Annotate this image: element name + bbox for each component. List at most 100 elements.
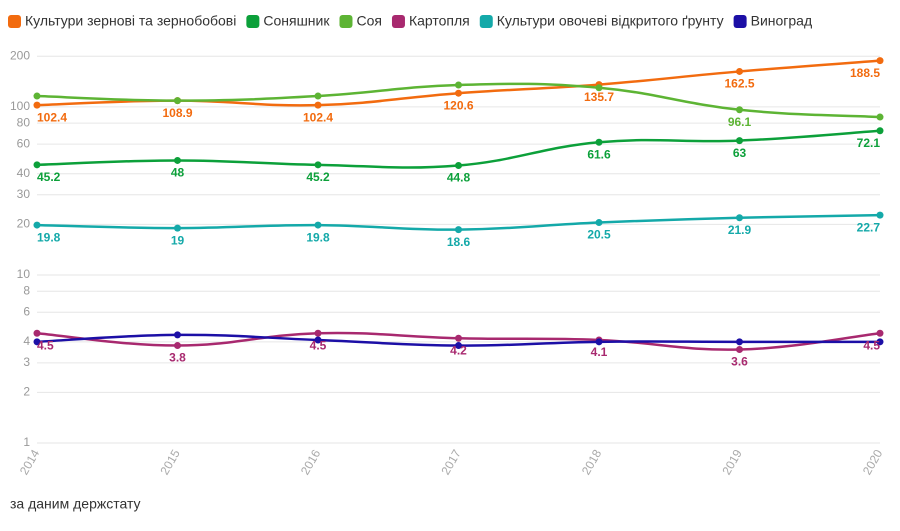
- data-point: [736, 137, 743, 145]
- data-point: [736, 346, 743, 354]
- data-point: [33, 338, 41, 346]
- data-point: [314, 221, 322, 229]
- data-point: [736, 67, 743, 75]
- data-point: [595, 138, 603, 146]
- legend-swatch: [479, 15, 493, 28]
- value-label: 102.4: [303, 110, 333, 124]
- legend-swatch: [246, 15, 260, 28]
- data-point: [174, 156, 181, 164]
- data-point: [455, 334, 462, 342]
- data-point: [876, 113, 884, 121]
- legend-swatch: [391, 15, 405, 28]
- value-label: 72.1: [857, 136, 881, 150]
- y-tick-label: 1: [23, 435, 30, 449]
- value-label: 3.6: [731, 355, 748, 369]
- x-tick-label: 2015: [157, 447, 183, 477]
- data-point: [595, 219, 603, 227]
- value-label: 4.1: [591, 345, 608, 359]
- data-point: [174, 331, 181, 339]
- data-point: [174, 97, 181, 105]
- value-label: 108.9: [162, 106, 192, 120]
- data-point: [174, 224, 181, 232]
- data-point: [595, 338, 603, 346]
- y-tick-label: 40: [17, 166, 31, 180]
- value-label: 162.5: [724, 77, 754, 91]
- value-label: 3.8: [169, 351, 186, 365]
- data-point: [876, 329, 884, 337]
- value-label: 45.2: [37, 170, 61, 184]
- legend-label: Культури овочеві відкритого ґрунту: [497, 13, 724, 29]
- y-tick-label: 8: [23, 283, 30, 297]
- data-point: [455, 161, 462, 169]
- y-tick-label: 30: [17, 187, 31, 201]
- data-point: [876, 57, 884, 65]
- data-point: [455, 81, 462, 89]
- value-label: 48: [171, 166, 185, 180]
- legend-swatch: [339, 15, 353, 28]
- data-point: [455, 342, 462, 350]
- data-point: [314, 329, 322, 337]
- data-point: [876, 127, 884, 135]
- legend-label: Виноград: [751, 13, 813, 29]
- data-point: [314, 101, 322, 109]
- data-point: [736, 338, 743, 346]
- legend-swatch: [733, 15, 747, 28]
- value-label: 19.8: [37, 230, 61, 244]
- data-point: [736, 214, 743, 222]
- value-label: 21.9: [728, 223, 752, 237]
- x-tick-label: 2018: [579, 447, 605, 477]
- legend-label: Культури зернові та зернобобові: [25, 13, 236, 29]
- value-label: 22.7: [857, 220, 881, 234]
- x-tick-label: 2014: [17, 447, 43, 477]
- data-point: [876, 338, 884, 346]
- data-point: [314, 92, 322, 100]
- y-tick-label: 3: [23, 355, 30, 369]
- y-tick-label: 80: [17, 115, 31, 129]
- y-tick-label: 200: [10, 48, 30, 62]
- value-label: 19: [171, 233, 185, 247]
- data-point: [595, 84, 603, 92]
- value-label: 44.8: [447, 171, 471, 185]
- y-tick-label: 2: [23, 385, 30, 399]
- data-point: [314, 336, 322, 344]
- y-tick-label: 6: [23, 304, 30, 318]
- y-tick-label: 20: [17, 217, 31, 231]
- y-tick-label: 4: [23, 334, 30, 348]
- data-point: [33, 329, 41, 337]
- value-label: 96.1: [728, 115, 752, 129]
- value-label: 188.5: [850, 66, 880, 80]
- value-label: 4.2: [450, 343, 467, 357]
- y-tick-label: 10: [17, 267, 31, 281]
- data-point: [876, 211, 884, 219]
- data-point: [33, 221, 41, 229]
- data-point: [33, 101, 41, 109]
- value-label: 135.7: [584, 90, 614, 104]
- value-label: 20.5: [587, 228, 611, 242]
- legend-label: Соя: [356, 13, 381, 29]
- legend-label: Соняшник: [263, 13, 330, 29]
- value-label: 63: [733, 146, 747, 160]
- legend-swatch: [8, 15, 21, 28]
- legend-label: Картопля: [409, 13, 470, 29]
- x-tick-label: 2017: [438, 447, 464, 477]
- value-label: 18.6: [447, 235, 471, 249]
- value-label: 19.8: [306, 230, 330, 244]
- data-point: [736, 106, 743, 114]
- data-point: [455, 89, 462, 97]
- value-label: 4.5: [863, 338, 880, 352]
- value-label: 4.5: [310, 338, 327, 352]
- x-tick-label: 2016: [298, 447, 324, 477]
- x-tick-label: 2020: [860, 447, 886, 477]
- data-point: [314, 161, 322, 169]
- data-point: [33, 92, 41, 100]
- value-label: 102.4: [37, 110, 67, 124]
- value-label: 4.5: [37, 338, 54, 352]
- y-tick-label: 60: [17, 136, 31, 150]
- data-point: [174, 342, 181, 350]
- data-point: [33, 161, 41, 169]
- data-point: [455, 226, 462, 234]
- x-tick-label: 2019: [719, 447, 745, 477]
- value-label: 45.2: [306, 170, 330, 184]
- value-label: 120.6: [443, 98, 473, 112]
